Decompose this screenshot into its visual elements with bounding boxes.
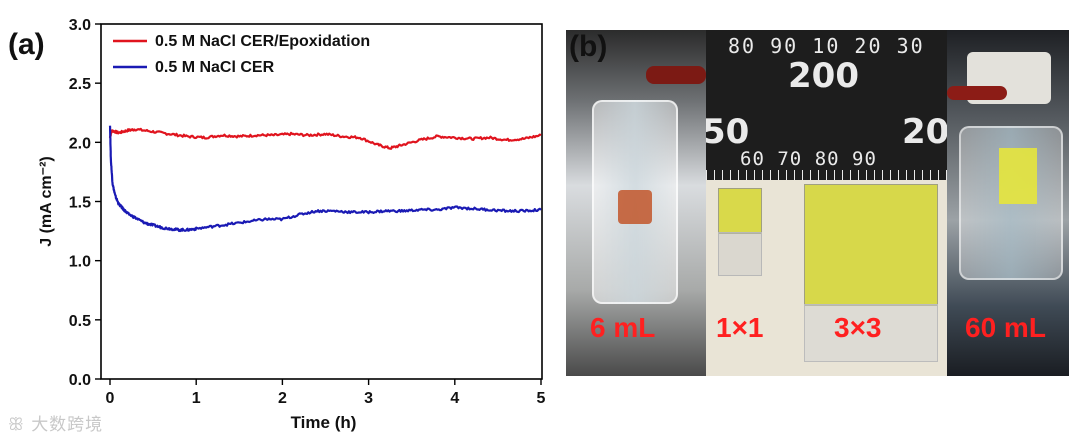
x-tick-label: 5: [537, 390, 546, 407]
y-tick-label: 1.5: [69, 195, 91, 212]
ruler-bottom-digits: 60 70 80 90: [740, 148, 877, 170]
photo-6ml: 6 mL: [566, 30, 706, 376]
ruler-digit: 60: [740, 148, 765, 170]
x-tick-label: 3: [364, 390, 373, 407]
legend-label: 0.5 M NaCl CER/Epoxidation: [155, 33, 370, 50]
x-tick-label: 0: [106, 390, 115, 407]
x-tick-label: 2: [278, 390, 287, 407]
clip-red: [947, 86, 1007, 100]
panel-b-label: (b): [569, 30, 608, 63]
photo-samples: 80 90 10 20 30 200 50 20 60 70 80 90 1×1…: [706, 30, 947, 376]
x-tick-label: 4: [450, 390, 459, 407]
ruler-digit: 30: [896, 34, 925, 58]
y-axis-label: J (mA cm⁻²): [38, 156, 55, 247]
photo-caption-3x3: 3×3: [834, 312, 882, 343]
photo-caption-6ml: 6 mL: [590, 312, 656, 343]
sample-3x3-substrate: [804, 304, 938, 362]
electrode-sample: [618, 190, 652, 224]
ruler-ticks: [706, 170, 947, 180]
ruler-digit: 80: [814, 148, 840, 170]
legend-label: 0.5 M NaCl CER: [155, 59, 275, 76]
ruler-digit: 10: [812, 34, 841, 58]
ruler-big-digit: 200: [788, 56, 859, 96]
photo-caption-60ml: 60 mL: [965, 312, 1046, 343]
x-axis-label: Time (h): [291, 413, 357, 432]
ruler-digit: 80: [728, 34, 757, 58]
y-tick-label: 3.0: [69, 17, 91, 34]
ruler-big-digit: 20: [902, 112, 947, 152]
x-tick-label: 1: [192, 390, 201, 407]
ruler-digit: 20: [854, 34, 883, 58]
photo-60ml: 60 mL: [947, 30, 1069, 376]
jt-chart: 0.0 0.5 1.0 1.5 2.0 2.5 3.0 0 1 2 3 4 5 Time (h) J (mA…: [38, 17, 546, 432]
ruler-digit: 70: [777, 148, 803, 170]
y-tick-label: 2.5: [69, 76, 91, 93]
electrode-sample-large: [999, 148, 1037, 204]
panel-a-label: (a): [8, 28, 45, 61]
watermark: ꕥ 大数跨境: [8, 410, 103, 435]
ruler: [706, 30, 947, 180]
series-line-cer-epoxidation: [108, 127, 542, 150]
series-line-cer: [108, 125, 542, 233]
photo-caption-1x1: 1×1: [716, 312, 764, 343]
y-tick-label: 2.0: [69, 135, 91, 152]
clip: [646, 66, 706, 84]
ruler-big-digit: 50: [706, 112, 750, 152]
y-tick-label: 0.5: [69, 313, 91, 330]
ruler-digit: 90: [770, 34, 799, 58]
sample-3x3: [804, 184, 938, 306]
y-tick-label: 0.0: [69, 372, 91, 389]
plot-area: 0.0 0.5 1.0 1.5 2.0 2.5 3.0 0 1 2 3 4 5 Time (h) J (mA…: [38, 17, 546, 432]
plot-frame: [100, 23, 543, 380]
sample-1x1: [718, 188, 762, 234]
sample-1x1-substrate: [718, 232, 762, 276]
watermark-logo-icon: ꕥ: [8, 415, 25, 435]
y-tick-label: 1.0: [69, 254, 91, 271]
ruler-top-digits: 80 90 10 20 30: [728, 34, 925, 58]
ruler-digit: 90: [852, 148, 877, 170]
watermark-text: 大数跨境: [31, 415, 104, 435]
